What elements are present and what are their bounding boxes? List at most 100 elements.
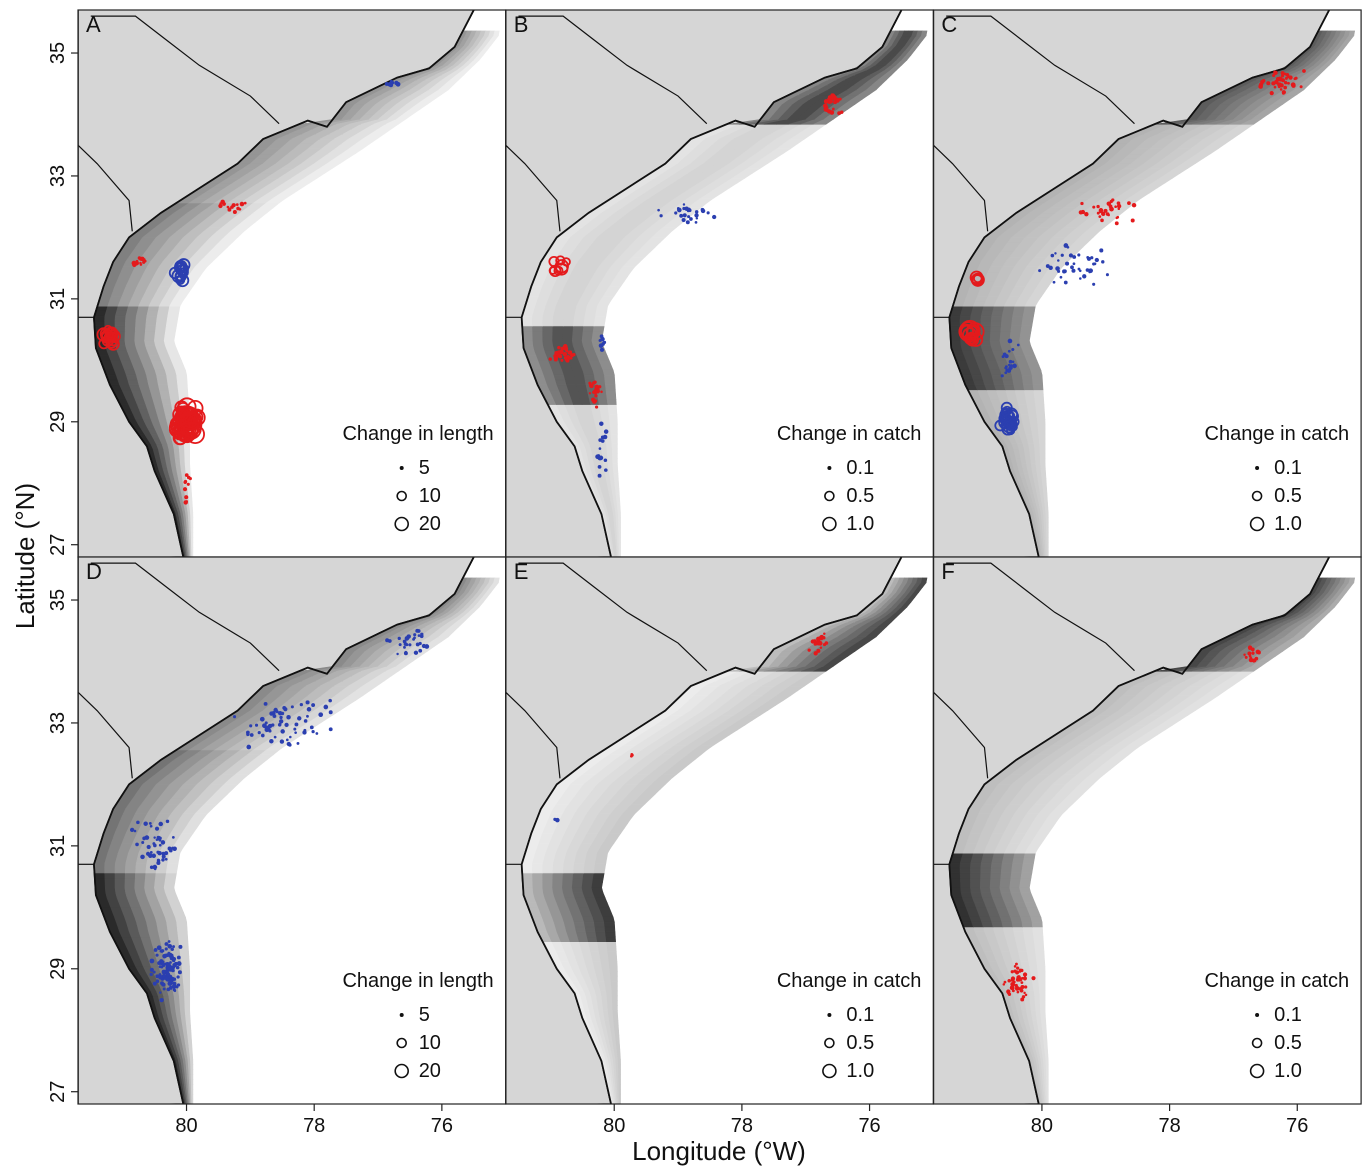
shelf-cell	[541, 369, 555, 376]
shelf-cell	[1038, 433, 1046, 440]
shelf-cell	[611, 985, 618, 992]
shelf-cell	[1030, 423, 1039, 430]
shelf-cell	[164, 877, 177, 884]
shelf-cell	[602, 369, 615, 376]
data-point	[687, 215, 691, 219]
shelf-cell	[612, 1015, 619, 1021]
data-point	[166, 987, 171, 992]
data-point	[1008, 365, 1013, 370]
shelf-cell	[607, 1005, 614, 1011]
data-point	[283, 707, 288, 712]
legend-symbol	[394, 516, 410, 532]
shelf-cell	[980, 320, 992, 327]
shelf-cell	[493, 30, 500, 37]
legend-title: Change in catch	[777, 423, 922, 445]
shelf-cell	[950, 335, 961, 341]
data-point	[249, 733, 254, 737]
data-point	[598, 447, 602, 450]
shelf-cell	[554, 852, 567, 859]
shelf-cell	[1036, 414, 1046, 420]
shelf-cell	[134, 369, 147, 376]
data-point	[588, 392, 592, 395]
data-point	[1131, 202, 1137, 208]
shelf-cell	[562, 872, 574, 879]
shelf-cell	[554, 305, 567, 312]
state-border	[90, 15, 280, 125]
data-point	[823, 99, 829, 104]
shelf-cell	[124, 916, 137, 923]
shelf-cell	[117, 926, 130, 933]
shelf-cell	[163, 340, 176, 346]
shelf-cell	[177, 936, 189, 943]
data-point	[1258, 84, 1263, 89]
shelf-cell	[607, 458, 614, 464]
shelf-cell	[168, 995, 175, 1002]
shelf-cell	[1010, 325, 1023, 332]
shelf-cell	[1040, 463, 1046, 469]
data-point	[420, 632, 424, 636]
data-point	[417, 634, 421, 637]
shelf-cell	[522, 882, 534, 888]
shelf-cell	[156, 315, 169, 322]
shelf-cell	[137, 305, 150, 312]
data-point	[562, 344, 568, 349]
shelf-cell	[1034, 448, 1041, 455]
data-point	[388, 82, 394, 88]
data-point	[176, 983, 181, 987]
shelf-cell	[572, 877, 584, 884]
shelf-cell	[618, 522, 621, 528]
shelf-cell	[583, 409, 594, 415]
shelf-cell	[153, 404, 165, 410]
shelf-cell	[1030, 458, 1037, 464]
data-point	[299, 703, 303, 707]
data-point	[1055, 266, 1060, 271]
shelf-cell	[542, 862, 554, 869]
shelf-cell	[532, 892, 546, 898]
shelf-cell	[155, 872, 167, 879]
shelf-cell	[174, 453, 181, 459]
shelf-cell	[1030, 463, 1037, 469]
legend-value: 0.5	[846, 485, 874, 507]
shelf-cell	[124, 330, 136, 337]
data-point	[171, 976, 175, 981]
data-point	[1096, 211, 1100, 215]
shelf-cell	[600, 414, 610, 420]
data-point	[835, 98, 840, 103]
data-point	[294, 731, 297, 734]
data-point	[1080, 201, 1084, 206]
data-point	[1099, 210, 1102, 214]
data-point	[165, 968, 169, 971]
data-point	[1068, 253, 1074, 258]
data-point	[403, 645, 406, 649]
shelf-cell	[151, 394, 163, 400]
shelf-cell	[571, 399, 583, 405]
shelf-cell	[583, 921, 596, 928]
shelf-cell	[104, 857, 118, 864]
shelf-cell	[1014, 389, 1026, 396]
shelf-cell	[190, 517, 194, 523]
data-point	[161, 949, 164, 952]
shelf-cell	[605, 389, 616, 396]
data-point	[1116, 215, 1120, 219]
shelf-cell	[1019, 409, 1029, 415]
shelf-cell	[595, 857, 608, 864]
data-point	[172, 956, 177, 961]
data-point	[397, 636, 401, 641]
shelf-cell	[185, 468, 191, 474]
legend-value: 5	[419, 1004, 430, 1026]
data-point	[311, 730, 315, 734]
data-point	[152, 970, 156, 974]
shelf-cell	[149, 936, 161, 943]
shelf-cell	[990, 325, 1002, 332]
data-point	[598, 338, 602, 342]
shelf-cell	[134, 872, 147, 879]
data-point	[1071, 268, 1076, 273]
shelf-cell	[140, 389, 152, 396]
shelf-cell	[522, 877, 534, 884]
shelf-cell	[611, 438, 618, 445]
catch-points	[548, 93, 844, 478]
shelf-cell	[563, 374, 576, 381]
shelf-cell	[184, 995, 191, 1002]
shelf-cell	[183, 985, 191, 992]
legend-value: 20	[419, 513, 441, 535]
